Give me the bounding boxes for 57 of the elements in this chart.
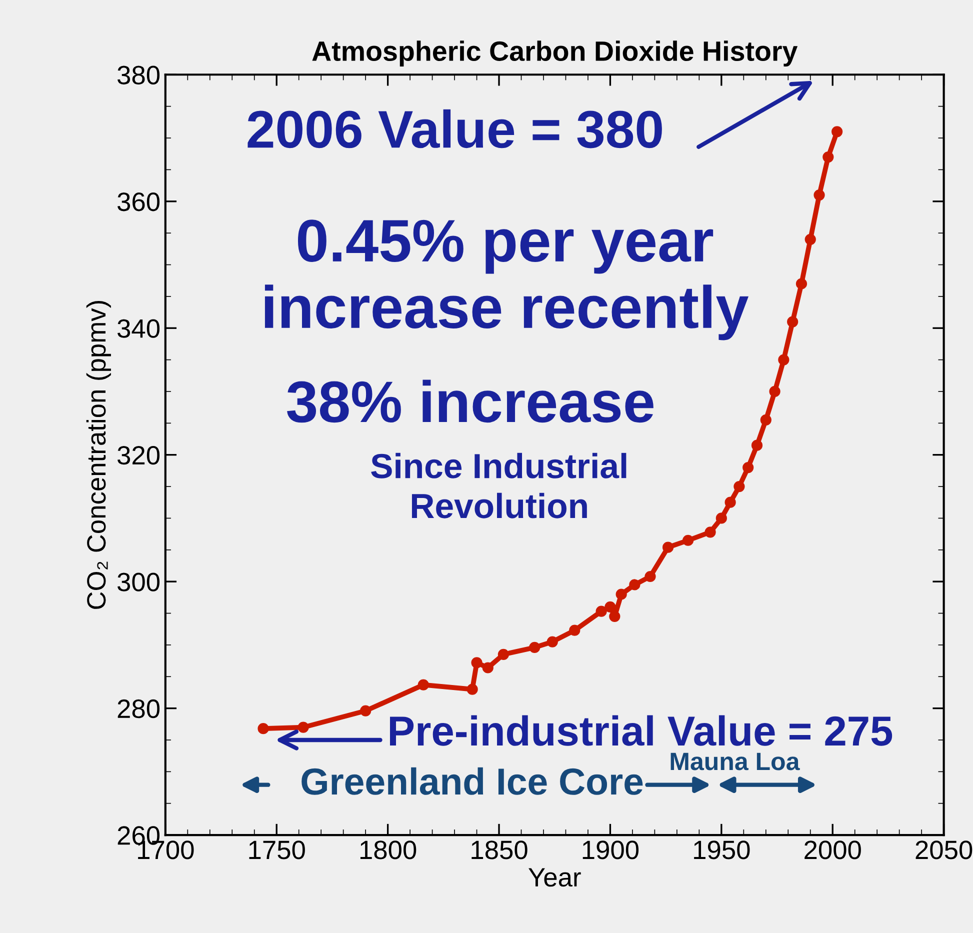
point — [682, 534, 694, 546]
point — [466, 684, 478, 695]
annotation: Pre-industrial Value = 275 — [390, 715, 892, 746]
point — [604, 601, 616, 612]
point — [616, 588, 627, 600]
point — [546, 636, 558, 648]
point — [629, 579, 640, 590]
point — [360, 705, 372, 716]
point — [529, 642, 540, 654]
y-tick-label: 300 — [118, 572, 160, 592]
point — [796, 278, 808, 290]
annotation: Mauna Loa — [670, 752, 800, 770]
point — [258, 723, 269, 734]
x-tick-label: 1950 — [694, 840, 750, 860]
y-tick-label: 280 — [118, 699, 160, 718]
y-tick-label: 340 — [118, 319, 160, 338]
y-tick-label: 320 — [118, 446, 160, 465]
x-tick-label: 2000 — [804, 840, 861, 860]
x-tick-label: 1850 — [472, 840, 528, 860]
annotation: 38% increase — [287, 380, 654, 423]
point — [298, 722, 309, 733]
x-tick-label: 2050 — [916, 840, 972, 860]
point — [724, 496, 736, 508]
point — [418, 679, 429, 690]
point — [804, 234, 816, 245]
annotation: 0.45% per year increase recently — [264, 220, 749, 340]
chart-title: Atmospheric Carbon Dioxide History — [312, 40, 798, 67]
point — [760, 414, 772, 426]
point — [498, 648, 510, 660]
x-tick-label: 1800 — [360, 840, 416, 860]
y-axis-title: CO₂ Concentration (ppmv) — [86, 301, 111, 609]
point — [596, 606, 607, 617]
point — [734, 480, 745, 492]
point — [704, 526, 716, 538]
point — [822, 151, 834, 163]
annotation: Greenland Ice Core — [302, 767, 643, 795]
x-tick-label: 1900 — [582, 840, 639, 860]
point — [769, 386, 780, 398]
point — [832, 126, 843, 138]
point — [742, 462, 754, 474]
point — [814, 189, 825, 201]
point — [644, 570, 656, 582]
x-tick-label: 1750 — [249, 840, 305, 860]
point — [662, 542, 674, 553]
point — [751, 440, 763, 451]
x-axis-title: Year — [528, 868, 581, 887]
point — [471, 657, 482, 668]
point — [609, 610, 620, 622]
annotation: 2006 Value = 380 — [248, 109, 662, 148]
point — [778, 354, 790, 366]
point — [569, 624, 580, 636]
point — [787, 316, 798, 328]
point — [716, 512, 727, 524]
annotation: Since Industrial Revolution — [371, 452, 626, 518]
y-tick-label: 360 — [118, 192, 160, 212]
y-tick-label: 380 — [118, 66, 160, 84]
point — [482, 662, 494, 674]
